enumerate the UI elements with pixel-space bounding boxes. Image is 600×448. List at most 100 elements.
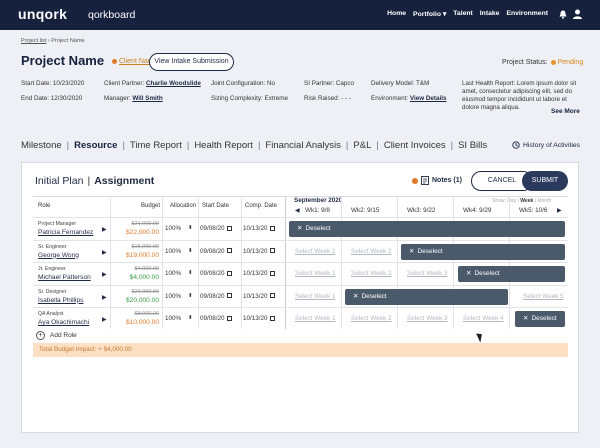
resource-name[interactable]: Michael Patterson xyxy=(38,274,91,281)
comp-date-value: 10/13/20 xyxy=(243,270,268,277)
client-partner-label: Client Partner: xyxy=(104,80,145,87)
calendar-icon[interactable] xyxy=(269,270,275,276)
resource-name[interactable]: Aya Okachimachi xyxy=(38,319,90,326)
row-expand-icon[interactable]: ▶ xyxy=(102,272,107,278)
notes-button[interactable]: Notes (1) xyxy=(412,176,462,185)
allocation-select[interactable]: 100% xyxy=(165,292,182,300)
resource-name[interactable]: Patricia Fernandez xyxy=(38,229,94,236)
submit-button[interactable]: SUBMIT xyxy=(522,171,568,191)
header-allocation: Allocation xyxy=(170,203,197,209)
tab-client-invoices[interactable]: Client Invoices xyxy=(383,140,446,151)
deselect-bar[interactable]: ✕ Deselect xyxy=(289,221,565,237)
view-day[interactable]: Day xyxy=(507,198,517,204)
allocation-chevron-icon[interactable]: ⬍ xyxy=(188,225,193,231)
tab-resource[interactable]: Resource xyxy=(74,140,118,151)
start-date-input[interactable]: 09/08/20 xyxy=(200,248,232,255)
nav-link-intake[interactable]: Intake xyxy=(479,10,500,17)
select-week-2[interactable]: Select Week 2 xyxy=(351,315,392,322)
view-intake-button[interactable]: View Intake Submission xyxy=(149,53,234,71)
tab-time-report[interactable]: Time Report xyxy=(129,140,182,151)
select-week-3[interactable]: Select Week 3 xyxy=(407,315,448,322)
select-week-5[interactable]: Select Week 5 xyxy=(523,292,564,300)
select-week-2[interactable]: Select Week 2 xyxy=(351,270,392,277)
plus-icon: + xyxy=(36,331,45,340)
table-row: Sr. Engineer George Wong ▶ $15,000.00 $19… xyxy=(33,239,568,263)
comp-date-input[interactable]: 10/13/20 xyxy=(243,293,275,300)
allocation-select[interactable]: 100% xyxy=(165,270,182,277)
table-row: QA Analyst Aya Okachimachi ▶ $8,000.00 $1… xyxy=(33,307,568,330)
client-partner-link[interactable]: Charlie Woodslide xyxy=(146,80,201,87)
allocation-select[interactable]: 100% xyxy=(165,315,182,322)
start-date-input[interactable]: 09/08/20 xyxy=(200,293,232,300)
row-expand-icon[interactable]: ▶ xyxy=(102,317,107,323)
allocation-select[interactable]: 100% xyxy=(165,247,182,255)
start-date-input[interactable]: 09/08/20 xyxy=(200,270,232,277)
calendar-icon[interactable] xyxy=(226,315,232,321)
gantt-prev-arrow[interactable]: ◀ xyxy=(295,208,300,214)
row-expand-icon[interactable]: ▶ xyxy=(102,294,107,301)
sizing-complexity: Sizing Complexity: Extreme xyxy=(211,95,288,102)
add-role-button[interactable]: + Add Role xyxy=(36,331,77,340)
see-more-link[interactable]: See More xyxy=(551,108,580,115)
calendar-icon[interactable] xyxy=(226,225,232,231)
comp-date-input[interactable]: 10/13/20 xyxy=(243,225,275,232)
budget-updated: $22,000.00 xyxy=(125,229,159,236)
row-expand-icon[interactable]: ▶ xyxy=(102,227,107,233)
select-week-4[interactable]: Select Week 4 xyxy=(463,315,504,322)
manager-link[interactable]: Will Smith xyxy=(132,95,163,102)
calendar-icon[interactable] xyxy=(269,293,275,299)
comp-date-input[interactable]: 10/13/20 xyxy=(243,315,275,322)
view-week[interactable]: Week xyxy=(520,198,534,204)
select-week-2[interactable]: Select Week 2 xyxy=(351,247,392,255)
select-week-3[interactable]: Select Week 3 xyxy=(407,270,448,277)
calendar-icon[interactable] xyxy=(269,225,275,231)
start-date-value: 09/08/20 xyxy=(200,270,225,277)
nav-link-talent[interactable]: Talent xyxy=(453,10,473,17)
select-week-1[interactable]: Select Week 1 xyxy=(295,315,336,322)
tab-financial-analysis[interactable]: Financial Analysis xyxy=(265,140,341,151)
allocation-chevron-icon[interactable]: ⬍ xyxy=(188,315,193,321)
nav-link-home[interactable]: Home xyxy=(387,10,407,17)
start-date-input[interactable]: 09/08/20 xyxy=(200,315,232,322)
client-link[interactable]: Client Name xyxy=(112,58,158,65)
gantt-next-arrow[interactable]: ▶ xyxy=(557,208,562,214)
resource-name[interactable]: Isabella Phillips xyxy=(38,296,84,304)
initial-plan-link[interactable]: Initial Plan xyxy=(35,175,84,187)
allocation-select[interactable]: 100% xyxy=(165,225,182,232)
resource-name[interactable]: George Wong xyxy=(38,251,79,259)
deselect-bar[interactable]: ✕ Deselect xyxy=(458,266,565,282)
tab-milestone[interactable]: Milestone xyxy=(21,140,62,151)
deselect-bar[interactable]: ✕ Deselect xyxy=(345,288,508,305)
history-of-activities[interactable]: History of Activities xyxy=(512,141,580,149)
calendar-icon[interactable] xyxy=(226,270,232,276)
comp-date-input[interactable]: 10/13/20 xyxy=(243,248,275,255)
view-month[interactable]: Month xyxy=(537,198,552,204)
allocation-chevron-icon[interactable]: ⬍ xyxy=(188,247,193,254)
comp-date-input[interactable]: 10/13/20 xyxy=(243,270,275,277)
bell-icon[interactable] xyxy=(559,10,567,19)
calendar-icon[interactable] xyxy=(269,315,275,321)
select-week-1[interactable]: Select Week 1 xyxy=(295,247,336,255)
allocation-chevron-icon[interactable]: ⬍ xyxy=(188,292,193,299)
tab-pl[interactable]: P&L xyxy=(353,140,372,151)
user-icon[interactable] xyxy=(573,9,582,19)
tab-si-bills[interactable]: SI Bills xyxy=(458,140,488,151)
tab-health-report[interactable]: Health Report xyxy=(194,140,253,151)
row-expand-icon[interactable]: ▶ xyxy=(102,249,107,256)
allocation-chevron-icon[interactable]: ⬍ xyxy=(188,270,193,276)
deselect-bar[interactable]: ✕ Deselect xyxy=(401,243,565,260)
deselect-bar[interactable]: ✕ Deselect xyxy=(515,311,565,327)
breadcrumb-root[interactable]: Project list xyxy=(21,38,47,44)
start-date-input[interactable]: 09/08/20 xyxy=(200,225,232,232)
select-week-1[interactable]: Select Week 1 xyxy=(295,270,336,277)
nav-link-portfolio[interactable]: Portfolio ▾ xyxy=(413,11,447,18)
select-week-1[interactable]: Select Week 1 xyxy=(295,292,336,300)
calendar-icon[interactable] xyxy=(269,248,275,254)
role-title: Sr. Designer xyxy=(38,288,67,295)
environment-link[interactable]: View Details xyxy=(409,95,447,102)
logo[interactable]: unqork xyxy=(18,6,68,22)
cancel-button[interactable]: CANCEL xyxy=(471,171,533,191)
calendar-icon[interactable] xyxy=(226,293,232,299)
calendar-icon[interactable] xyxy=(226,248,232,254)
nav-link-environment[interactable]: Environment xyxy=(506,10,548,17)
